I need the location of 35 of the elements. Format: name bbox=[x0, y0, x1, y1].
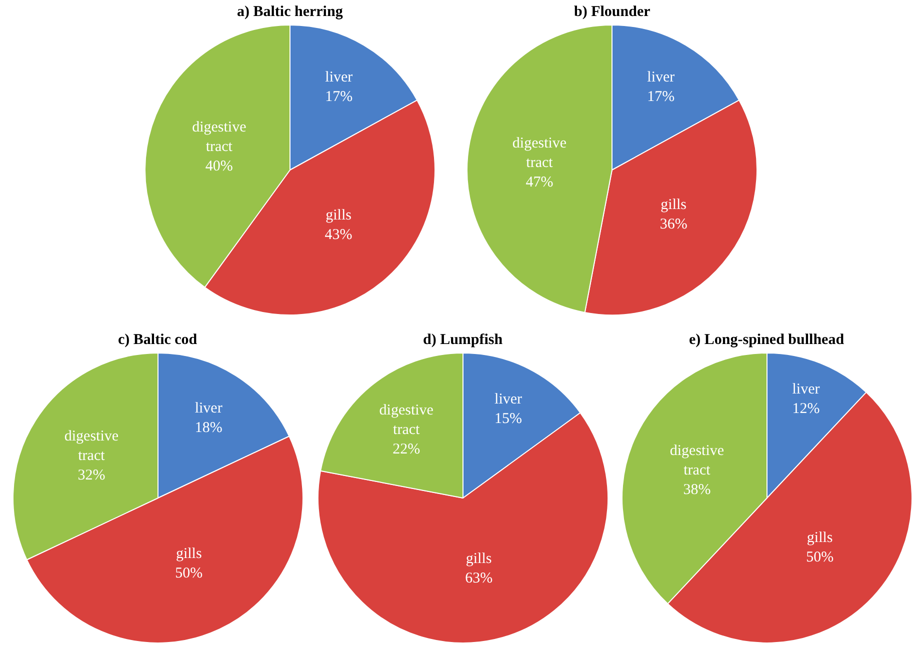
data-label: 50% bbox=[175, 565, 203, 582]
slice-label: digestive tract bbox=[379, 402, 434, 438]
data-label: 17% bbox=[647, 89, 675, 106]
data-label: 43% bbox=[324, 226, 352, 243]
chart-title: c) Baltic cod bbox=[118, 332, 198, 348]
slice-label: liver bbox=[325, 70, 353, 86]
slice-label: digestive tract bbox=[192, 120, 247, 156]
slice-label: liver bbox=[194, 400, 222, 417]
data-label: 22% bbox=[392, 441, 420, 458]
chart-title: a) Baltic herring bbox=[237, 4, 344, 20]
data-label: 32% bbox=[78, 467, 106, 484]
data-label: 38% bbox=[683, 482, 711, 498]
slice-label: gills bbox=[806, 530, 833, 546]
data-label: 12% bbox=[792, 401, 820, 418]
slice-label: digestive tract bbox=[64, 428, 119, 464]
data-label: 18% bbox=[194, 420, 222, 436]
slice-label: liver bbox=[792, 382, 820, 398]
data-label: 15% bbox=[494, 410, 522, 427]
data-label: 50% bbox=[806, 549, 834, 566]
slice-label: gills bbox=[660, 196, 687, 213]
chart-title: b) Flounder bbox=[574, 4, 651, 20]
slice-label: digestive tract bbox=[512, 136, 567, 172]
slice-label: digestive tract bbox=[670, 442, 724, 478]
slice-label: liver bbox=[647, 70, 675, 86]
chart-title: e) Long-spined bullhead bbox=[689, 332, 845, 348]
data-label: 36% bbox=[660, 216, 688, 232]
slice-label: gills bbox=[466, 551, 492, 568]
slice-label: liver bbox=[494, 391, 522, 408]
slice-label: gills bbox=[176, 546, 202, 562]
data-label: 17% bbox=[325, 89, 353, 106]
data-label: 63% bbox=[465, 570, 493, 587]
data-label: 40% bbox=[205, 158, 233, 175]
slice-label: gills bbox=[326, 207, 352, 224]
data-label: 47% bbox=[526, 174, 554, 191]
chart-title: d) Lumpfish bbox=[423, 332, 504, 348]
